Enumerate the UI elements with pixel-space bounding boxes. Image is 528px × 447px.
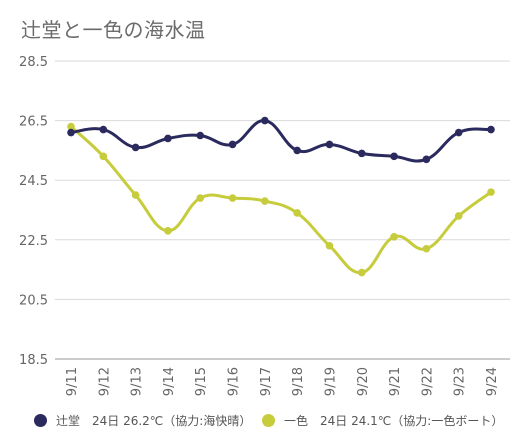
y-tick-label: 22.5	[19, 234, 48, 249]
data-point-tsujido	[390, 152, 398, 161]
y-tick-label: 18.5	[19, 353, 48, 368]
x-tick-label: 9/13	[130, 367, 145, 396]
data-point-isshiki	[454, 212, 463, 220]
data-point-isshiki	[164, 227, 172, 235]
data-point-isshiki	[131, 191, 140, 199]
x-tick-label: 9/22	[420, 367, 435, 396]
x-tick-label: 9/21	[388, 367, 403, 396]
data-point-tsujido	[325, 140, 334, 149]
y-tick-label: 28.5	[19, 55, 48, 70]
data-point-isshiki	[390, 233, 398, 241]
legend-swatch-isshiki	[262, 414, 275, 427]
data-point-isshiki	[196, 194, 205, 202]
legend-item-tsujido[interactable]: 辻堂 24日 26.2℃（協力:海快晴）	[34, 412, 251, 429]
y-tick-label: 24.5	[19, 174, 48, 189]
x-tick-label: 9/12	[97, 367, 112, 396]
line-chart: 28.5 26.5 24.5 22.5 20.5 18.5 9/11 9/12 9/13 9/14…	[19, 55, 510, 396]
data-point-isshiki	[99, 152, 108, 161]
x-tick-label: 9/11	[65, 367, 80, 396]
data-point-isshiki	[228, 194, 237, 202]
data-point-tsujido	[487, 125, 495, 134]
x-tick-label: 9/19	[323, 367, 338, 396]
data-point-tsujido	[99, 125, 108, 134]
y-tick-label: 26.5	[19, 115, 48, 130]
data-point-tsujido	[164, 134, 172, 143]
x-tick-label: 9/15	[194, 367, 209, 396]
data-point-isshiki	[261, 197, 269, 205]
x-tick-label: 9/14	[162, 367, 177, 396]
x-tick-label: 9/16	[227, 367, 242, 396]
data-point-isshiki	[293, 209, 301, 217]
data-point-isshiki	[325, 241, 334, 250]
data-point-tsujido	[196, 131, 205, 140]
legend-label-tsujido: 辻堂 24日 26.2℃（協力:海快晴）	[56, 414, 252, 428]
x-tick-label: 9/24	[485, 367, 500, 396]
data-point-isshiki	[67, 122, 75, 131]
legend-item-isshiki[interactable]: 一色 24日 24.1℃（協力:一色ボート）	[262, 412, 503, 429]
legend-swatch-tsujido	[34, 414, 47, 427]
legend-label-isshiki: 一色 24日 24.1℃（協力:一色ボート）	[284, 414, 504, 428]
data-point-tsujido	[454, 128, 463, 137]
data-point-isshiki	[487, 188, 495, 196]
data-point-tsujido	[422, 155, 431, 164]
y-tick-label: 20.5	[19, 293, 48, 308]
data-point-isshiki	[422, 244, 431, 253]
data-point-tsujido	[131, 143, 140, 152]
x-tick-label: 9/17	[259, 367, 274, 396]
data-point-tsujido	[228, 140, 237, 149]
data-point-tsujido	[357, 149, 366, 158]
data-point-isshiki	[357, 268, 366, 277]
chart-title: 辻堂と一色の海水温	[21, 18, 206, 42]
data-point-tsujido	[67, 128, 75, 137]
series-line-tsujido	[69, 119, 493, 163]
x-tick-label: 9/18	[291, 367, 306, 396]
data-point-tsujido	[293, 146, 301, 155]
chart-legend: 辻堂 24日 26.2℃（協力:海快晴） 一色 24日 24.1℃（協力:一色ボ…	[0, 412, 528, 436]
x-tick-label: 9/23	[453, 367, 468, 396]
data-point-tsujido	[261, 116, 269, 125]
x-tick-label: 9/20	[356, 367, 371, 396]
